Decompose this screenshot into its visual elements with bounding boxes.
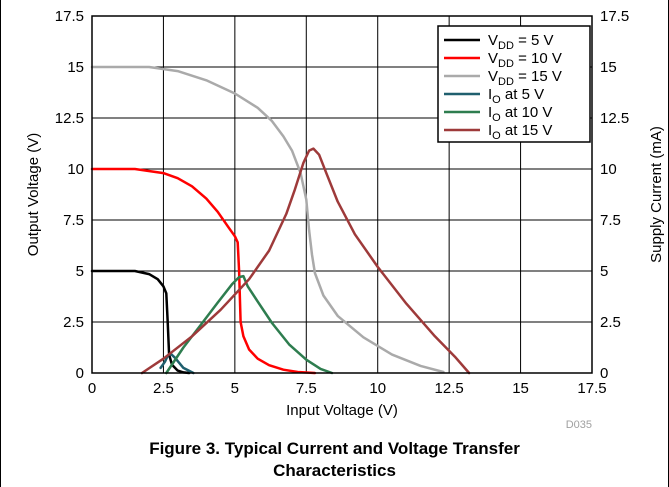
x-tick-label: 15 xyxy=(512,380,529,397)
y-right-tick-label: 15 xyxy=(600,59,617,76)
series-layer xyxy=(90,65,471,375)
y-right-tick-label: 0 xyxy=(600,365,608,382)
y-right-tick-label: 2.5 xyxy=(600,314,621,331)
legend-label: VDD = 10 V xyxy=(488,50,562,70)
figure-caption-text: Figure 3. Typical Current and Voltage Tr… xyxy=(149,439,520,480)
series-line-v-dd-5-v xyxy=(90,269,191,375)
legend-box xyxy=(437,25,591,143)
x-tick-label: 10 xyxy=(369,380,386,397)
y-left-tick-label: 0 xyxy=(76,365,84,382)
legend-label: VDD = 5 V xyxy=(488,32,554,52)
y-right-tick-label: 17.5 xyxy=(600,8,629,25)
legend-label: IO at 10 V xyxy=(488,104,552,124)
legend-label: VDD = 15 V xyxy=(488,68,562,88)
y-axis-right-title: Supply Current (mA) xyxy=(648,126,665,263)
y-left-tick-label: 12.5 xyxy=(55,110,84,127)
y-left-tick-label: 7.5 xyxy=(63,212,84,229)
y-right-tick-label: 10 xyxy=(600,161,617,178)
x-tick-label: 2.5 xyxy=(153,380,174,397)
y-right-tick-label: 7.5 xyxy=(600,212,621,229)
y-axis-left-title: Output Voltage (V) xyxy=(25,133,42,256)
x-axis-title: Input Voltage (V) xyxy=(286,402,398,419)
legend-label: IO at 5 V xyxy=(488,86,544,106)
plot-area-border xyxy=(91,15,593,374)
series-line-i-o-at-10-v xyxy=(165,274,334,375)
chart-svg: 0 2.5 5 7.5 10 12.5 15 17.5 0 2.5 5 7.5 10 12.5 15 17.… xyxy=(25,8,665,431)
series-line-i-o-at-15-v xyxy=(140,147,471,375)
figure-caption: Figure 3. Typical Current and Voltage Tr… xyxy=(0,438,669,482)
y-axis-left-ticks: 0 2.5 5 7.5 10 12.5 15 17.5 xyxy=(55,8,84,382)
y-left-tick-label: 17.5 xyxy=(55,8,84,25)
series-line-v-dd-15-v xyxy=(90,65,445,374)
y-right-tick-label: 12.5 xyxy=(600,110,629,127)
y-left-tick-label: 5 xyxy=(76,263,84,280)
x-tick-label: 12.5 xyxy=(435,380,464,397)
x-tick-label: 7.5 xyxy=(296,380,317,397)
y-axis-right-ticks: 0 2.5 5 7.5 10 12.5 15 17.5 xyxy=(600,8,629,382)
legend-label: IO at 15 V xyxy=(488,122,552,142)
series-line-v-dd-10-v xyxy=(90,167,317,375)
y-left-tick-label: 2.5 xyxy=(63,314,84,331)
figure-code: D035 xyxy=(566,419,592,431)
y-left-tick-label: 10 xyxy=(67,161,84,178)
x-axis-ticks: 0 2.5 5 7.5 10 12.5 15 17.5 xyxy=(88,380,607,397)
x-tick-label: 17.5 xyxy=(577,380,606,397)
x-tick-label: 0 xyxy=(88,380,96,397)
y-right-tick-label: 5 xyxy=(600,263,608,280)
y-left-tick-label: 15 xyxy=(67,59,84,76)
x-tick-label: 5 xyxy=(231,380,239,397)
